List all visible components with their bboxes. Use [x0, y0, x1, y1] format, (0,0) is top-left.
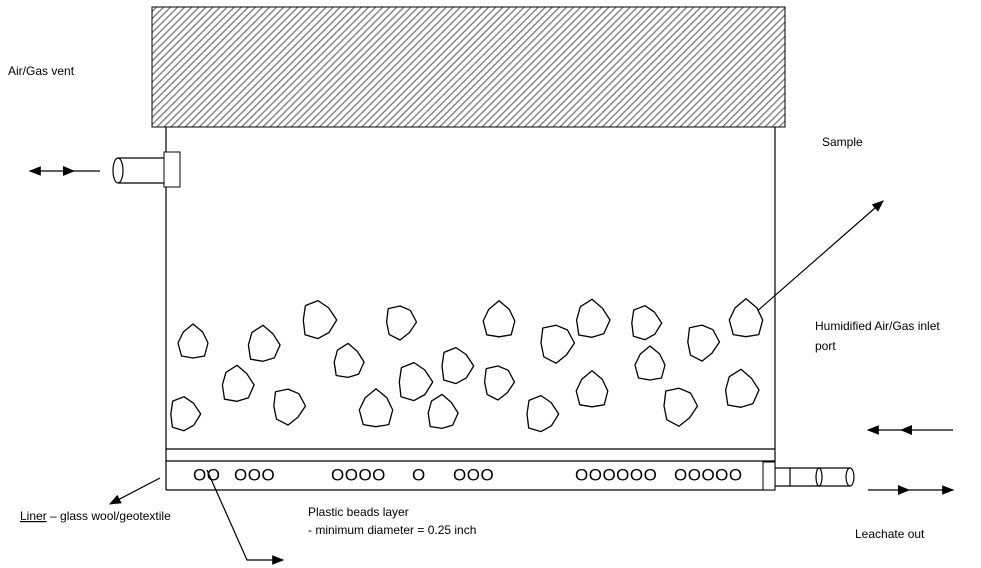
- label: Liner – glass wool/geotextile: [20, 509, 171, 523]
- label: Humidified Air/Gas inlet: [815, 319, 940, 333]
- label: port: [815, 339, 836, 353]
- sample-rocks: [170, 298, 764, 433]
- beads: OOOO: [331, 465, 386, 484]
- beads: OO: [193, 465, 220, 484]
- rock: [631, 305, 663, 341]
- pipe-right-joint: [815, 467, 823, 487]
- pipe-left-end: [112, 157, 124, 184]
- rock: [247, 324, 281, 362]
- flange-left: [163, 151, 181, 188]
- beads: OOO: [453, 465, 494, 484]
- beads: OOOOO: [674, 465, 743, 484]
- beads: O: [412, 465, 426, 484]
- vent-cap: [151, 6, 786, 128]
- flange-right: [762, 461, 776, 491]
- rock: [385, 305, 418, 341]
- rock: [170, 396, 202, 432]
- rock: [724, 368, 760, 408]
- rock: [221, 364, 255, 402]
- rock: [302, 299, 338, 340]
- label: Sample: [822, 135, 863, 149]
- rock: [728, 298, 764, 338]
- rock: [540, 324, 576, 364]
- arrow: [754, 200, 884, 314]
- rock: [483, 365, 516, 401]
- rock: [575, 370, 609, 408]
- arrow-head: [900, 425, 912, 435]
- rock: [358, 388, 394, 428]
- rock: [177, 323, 209, 359]
- rock: [634, 345, 666, 381]
- pipe-left: [118, 157, 164, 184]
- label: Plastic beads layer: [308, 505, 409, 519]
- label: Leachate out: [855, 527, 925, 541]
- label: - minimum diameter = 0.25 inch: [308, 523, 476, 537]
- arrow: [206, 469, 285, 565]
- label-rest: – glass wool/geotextile: [47, 509, 171, 523]
- rock: [575, 298, 611, 338]
- rock: [526, 394, 560, 433]
- rock: [333, 342, 365, 379]
- rock: [427, 393, 459, 430]
- pipe-right: [775, 467, 850, 487]
- pipe-right-end: [845, 467, 855, 487]
- beads: OOOOOO: [575, 465, 657, 484]
- rock: [482, 300, 516, 338]
- rock: [687, 324, 721, 362]
- arrow: [108, 477, 161, 505]
- arrow-head: [63, 166, 75, 176]
- arrow-head: [898, 485, 910, 495]
- label: Air/Gas vent: [8, 64, 75, 78]
- rock: [398, 361, 434, 402]
- rock: [663, 387, 699, 427]
- label-term: Liner: [20, 509, 47, 523]
- beads: OOO: [234, 465, 275, 484]
- rock: [273, 388, 307, 426]
- rock: [441, 346, 475, 385]
